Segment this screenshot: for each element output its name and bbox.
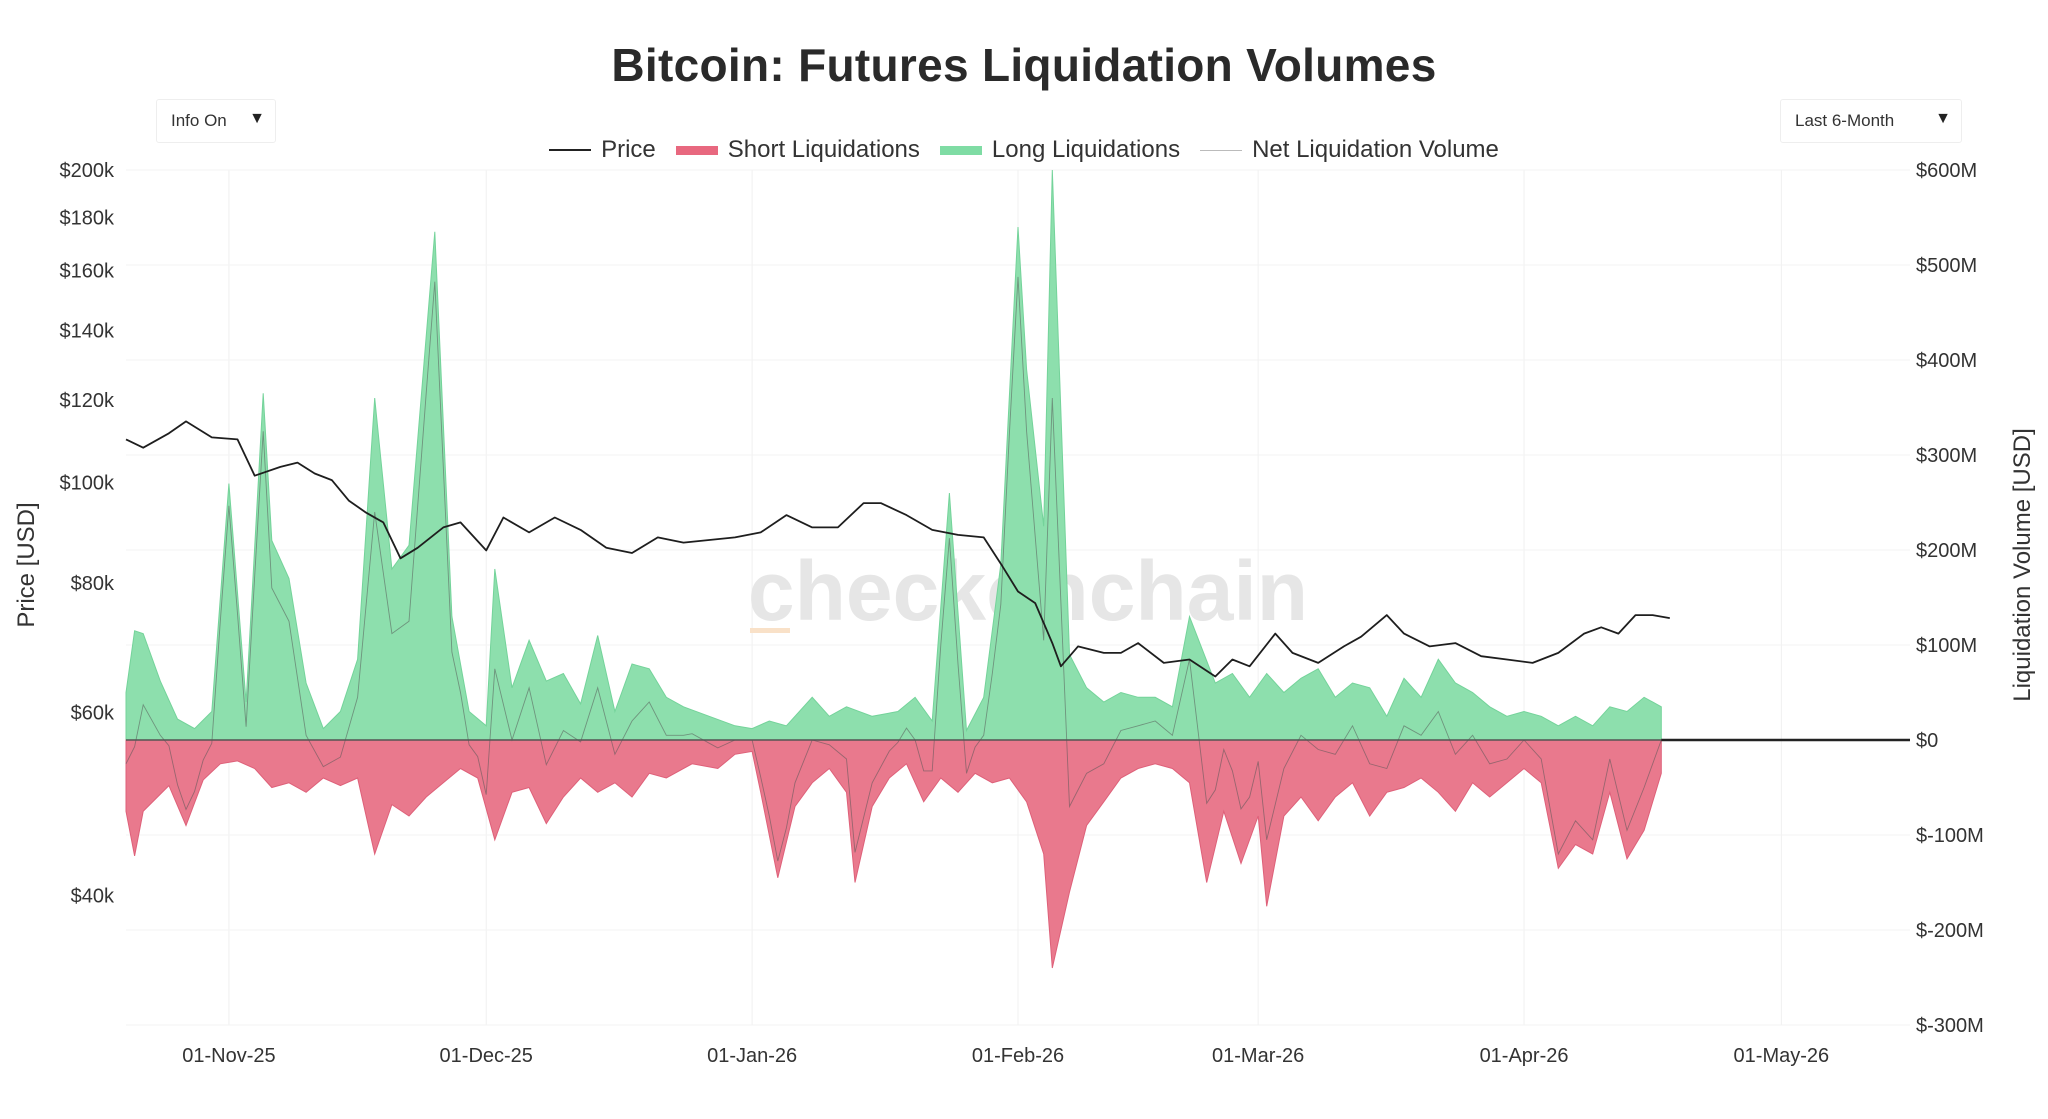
- y-right-tick-label: $300M: [1916, 445, 1977, 467]
- long-liquidations-area: [125, 169, 1662, 741]
- info-toggle-label: Info On: [171, 111, 227, 130]
- legend-label: Long Liquidations: [991, 136, 1181, 163]
- legend-area-swatch: [939, 145, 982, 155]
- net-liquidation-volume-line: [125, 276, 1662, 862]
- legend-item-long-liquidations[interactable]: Long Liquidations: [939, 136, 1181, 164]
- y-left-tick-label: $120k: [60, 390, 115, 412]
- legend-item-net-liquidation-volume[interactable]: Net Liquidation Volume: [1200, 136, 1499, 164]
- y-left-tick-label: $160k: [60, 261, 115, 283]
- watermark-accent: [750, 628, 790, 633]
- y-right-tick-label: $600M: [1916, 160, 1977, 182]
- y-right-tick-label: $200M: [1916, 540, 1977, 562]
- legend-label: Net Liquidation Volume: [1252, 136, 1499, 163]
- chart-legend: Price Short Liquidations Long Liquidatio…: [0, 136, 2048, 164]
- chart-title: Bitcoin: Futures Liquidation Volumes: [611, 39, 1437, 91]
- price-line: [125, 420, 1670, 678]
- legend-item-price[interactable]: Price: [549, 136, 656, 164]
- legend-line-swatch: [1200, 149, 1243, 151]
- y-right-tick-label: $-100M: [1916, 825, 1984, 847]
- y-right-tick-label: $100M: [1916, 635, 1977, 657]
- y-right-tick-label: $400M: [1916, 350, 1977, 372]
- y-left-tick-label: $100k: [60, 472, 115, 494]
- x-tick-label: 01-May-26: [1734, 1045, 1830, 1067]
- short-liquidations-area: [125, 739, 1662, 969]
- y-left-tick-label: $80k: [71, 573, 115, 595]
- y-right-tick-label: $-300M: [1916, 1015, 1984, 1037]
- chevron-down-icon: ▼: [249, 110, 265, 127]
- time-range-label: Last 6-Month: [1795, 111, 1895, 130]
- time-range-dropdown[interactable]: Last 6-Month ▼: [1780, 99, 1962, 143]
- chevron-down-icon: ▼: [1935, 110, 1951, 127]
- y-axis-right-title: Liquidation Volume [USD]: [2009, 428, 2036, 702]
- x-tick-label: 01-Dec-25: [440, 1045, 533, 1067]
- legend-area-swatch: [675, 145, 718, 155]
- y-left-tick-label: $40k: [71, 885, 115, 907]
- x-tick-label: 01-Mar-26: [1212, 1045, 1304, 1067]
- legend-item-short-liquidations[interactable]: Short Liquidations: [675, 136, 920, 164]
- legend-label: Short Liquidations: [727, 136, 920, 163]
- y-right-tick-label: $500M: [1916, 255, 1977, 277]
- y-left-tick-label: $180k: [60, 207, 115, 229]
- y-left-tick-label: $140k: [60, 321, 115, 343]
- y-left-tick-label: $60k: [71, 703, 115, 725]
- y-left-tick-label: $200k: [60, 160, 115, 182]
- legend-label: Price: [601, 136, 656, 163]
- y-axis-left-title: Price [USD]: [13, 502, 40, 627]
- x-tick-label: 01-Nov-25: [182, 1045, 275, 1067]
- x-tick-label: 01-Feb-26: [972, 1045, 1064, 1067]
- chart-lines: [125, 276, 1910, 862]
- x-tick-label: 01-Jan-26: [707, 1045, 797, 1067]
- y-right-tick-label: $-200M: [1916, 920, 1984, 942]
- info-toggle-dropdown[interactable]: Info On ▼: [156, 99, 276, 143]
- axes: 01-Nov-25 01-Dec-25 01-Jan-26 01-Feb-26 01-M…: [60, 160, 1984, 1067]
- y-right-tick-label: $0: [1916, 730, 1938, 752]
- x-tick-label: 01-Apr-26: [1480, 1045, 1569, 1067]
- legend-line-swatch: [549, 149, 592, 151]
